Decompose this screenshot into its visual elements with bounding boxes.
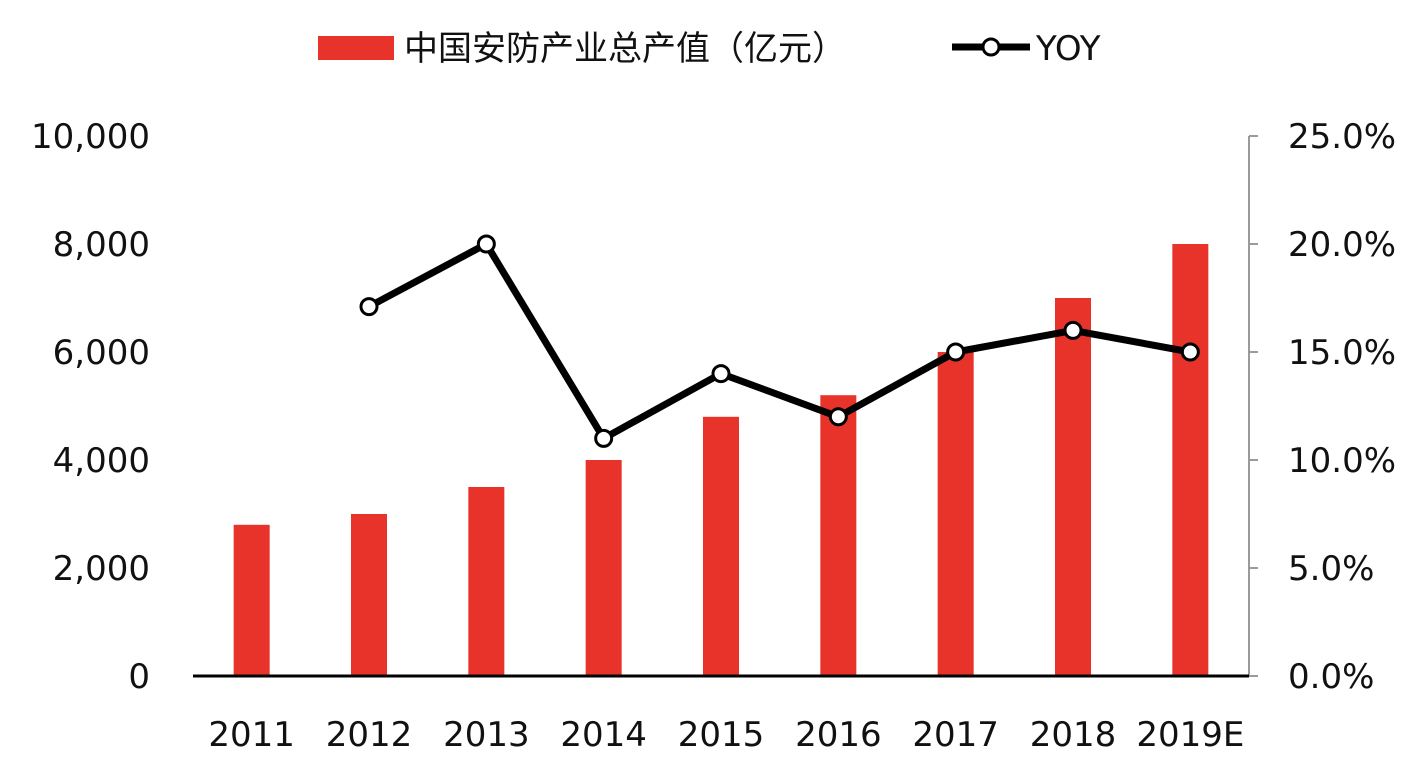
bar [820,395,857,676]
bar [351,514,387,676]
left-axis-tick-label: 0 [128,657,150,697]
right-axis-tick-label: 20.0% [1288,225,1396,265]
x-axis-tick-label: 2019E [1136,715,1244,755]
x-axis-tick-label: 2016 [795,715,882,755]
yoy-point [476,234,496,254]
yoy-point [711,364,731,384]
yoy-point [1180,342,1200,362]
legend-line-marker [981,37,1001,57]
legend-line-label: YOY [1035,29,1101,69]
bar [468,487,505,676]
right-axis-tick-label: 25.0% [1288,117,1396,157]
right-axis-tick-label: 5.0% [1288,549,1374,589]
bar-series [233,244,1209,676]
yoy-line [367,240,1191,442]
bar [937,352,974,676]
yoy-point [1063,320,1083,340]
bar [1172,244,1209,676]
bar [585,460,622,676]
yoy-point [946,342,966,362]
x-axis-ticks: 2011 2012 2013 2014 2015 2016 2017 2018 2019E [208,715,1244,755]
yoy-point [594,428,614,448]
left-axis-tick-label: 10,000 [31,117,150,157]
x-axis-tick-label: 2018 [1030,715,1117,755]
legend: 中国安防产业总产值（亿元） YOY [318,29,1101,69]
left-axis-tick-label: 8,000 [53,225,150,265]
left-axis-ticks: 0 2,000 4,000 6,000 8,000 10,000 [31,117,150,697]
bar [233,524,270,676]
right-axis-tick-label: 0.0% [1288,657,1374,697]
bar [703,416,739,676]
yoy-point [828,407,848,427]
x-axis-tick-label: 2015 [678,715,765,755]
right-axis: 0.0% 5.0% 10.0% 15.0% 20.0% 25.0% [1248,117,1396,697]
right-axis-tick-label: 10.0% [1288,441,1396,481]
x-axis-tick-label: 2013 [443,715,530,755]
x-axis-tick-label: 2017 [912,715,999,755]
left-axis-tick-label: 6,000 [53,333,150,373]
yoy-point [359,297,379,317]
bar [1055,298,1091,676]
yoy-line-series [359,234,1200,448]
x-axis-tick-label: 2012 [326,715,413,755]
left-axis-tick-label: 4,000 [53,441,150,481]
x-axis-tick-label: 2014 [560,715,647,755]
legend-bar-label: 中国安防产业总产值（亿元） [404,29,846,69]
right-axis-tick-label: 15.0% [1288,333,1396,373]
left-axis-tick-label: 2,000 [53,549,150,589]
legend-bar-swatch [318,36,394,60]
x-axis-tick-label: 2011 [208,715,295,755]
